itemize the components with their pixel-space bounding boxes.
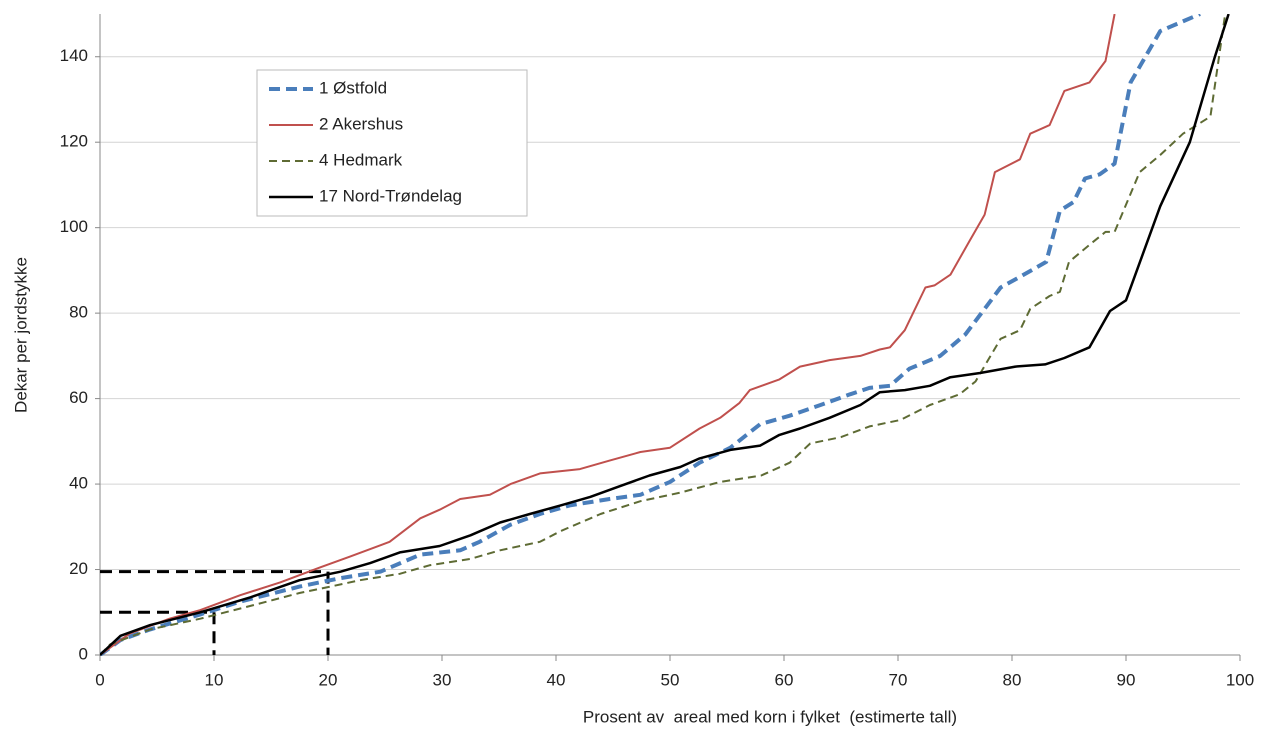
x-tick-label: 0 [95,670,104,689]
y-tick-label: 60 [69,388,88,407]
series-line [100,14,1116,656]
x-tick-label: 40 [547,670,566,689]
y-tick-label: 140 [60,46,88,65]
x-tick-label: 50 [661,670,680,689]
x-tick-label: 70 [889,670,908,689]
y-tick-label: 0 [79,644,88,663]
series-line [100,14,1227,656]
y-tick-label: 100 [60,217,88,236]
legend-label: 2 Akershus [319,114,403,133]
y-axis-label: Dekar per jordstykke [11,257,30,413]
y-tick-label: 80 [69,303,88,322]
x-tick-label: 10 [205,670,224,689]
x-tick-label: 90 [1117,670,1136,689]
legend-box [256,69,528,217]
x-tick-label: 60 [775,670,794,689]
x-tick-label: 30 [433,670,452,689]
x-tick-label: 20 [319,670,338,689]
series-line [100,14,1201,656]
x-axis-label: Prosent av areal med korn i fylket (esti… [583,707,957,726]
legend-label: 17 Nord-Trøndelag [319,186,462,205]
plot-area [100,14,1230,656]
legend-label: 1 Østfold [319,78,387,97]
x-tick-label: 80 [1003,670,1022,689]
y-tick-label: 120 [60,132,88,151]
series-line [100,14,1230,656]
x-tick-label: 100 [1226,670,1254,689]
y-tick-label: 20 [69,559,88,578]
y-tick-label: 40 [69,474,88,493]
legend-label: 4 Hedmark [319,150,403,169]
